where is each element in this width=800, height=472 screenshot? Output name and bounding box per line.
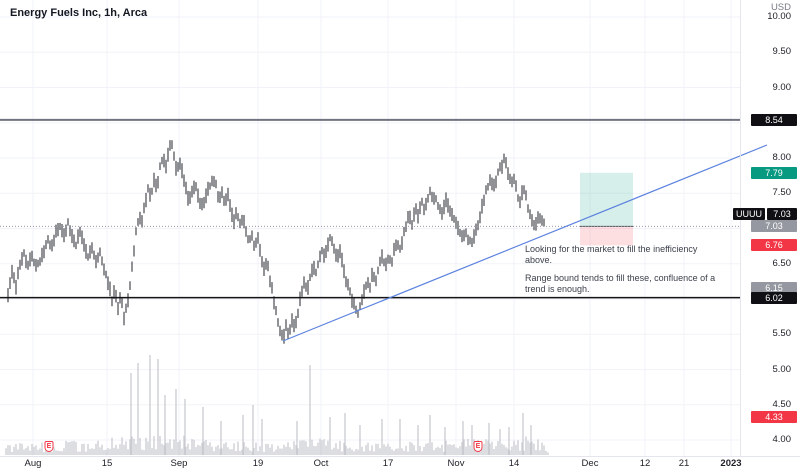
price-tick-label: 8.00 <box>772 152 792 163</box>
symbol-title: Energy Fuels Inc, 1h, Arca <box>10 7 148 19</box>
price-tick-label: 6.50 <box>772 258 792 269</box>
currency-unit-label: USD <box>770 2 791 13</box>
horizontal-gridlines <box>0 16 740 441</box>
price-badge[interactable]: 6.76 <box>751 239 797 251</box>
annotation-note[interactable]: Looking for the market to fill the ineff… <box>525 244 715 295</box>
price-tick-label: 9.00 <box>772 82 792 93</box>
annotation-line: Looking for the market to fill the ineff… <box>525 244 698 254</box>
annotation-line: trend is enough. <box>525 284 590 294</box>
price-tick-label: 4.50 <box>772 399 792 410</box>
time-tick-label: Sep <box>170 458 188 469</box>
time-tick-label: 14 <box>508 458 520 469</box>
price-badge[interactable]: 7.79 <box>751 167 797 179</box>
time-tick-label: 19 <box>252 458 264 469</box>
price-tick-label: 5.00 <box>772 364 792 375</box>
price-axis-separator <box>740 0 741 456</box>
position-profit-zone[interactable] <box>580 172 633 227</box>
position-loss-zone[interactable] <box>580 226 633 246</box>
time-axis-separator <box>0 456 800 457</box>
ticker-badge: UUUU <box>733 208 765 220</box>
time-tick-label: 17 <box>382 458 394 469</box>
time-tick-label: Dec <box>581 458 599 469</box>
time-tick-label: 12 <box>639 458 651 469</box>
annotation-paragraph-gap <box>525 266 715 273</box>
price-tick-label: 9.50 <box>772 46 792 57</box>
price-tick-label: 5.50 <box>772 328 792 339</box>
earnings-icon[interactable]: E <box>473 441 483 452</box>
price-bars <box>7 140 545 344</box>
time-tick-label: 2023 <box>720 458 742 469</box>
price-badge[interactable]: 6.02 <box>751 292 797 304</box>
price-badge[interactable]: 6.15 <box>751 282 797 294</box>
price-tick-label: 7.50 <box>772 187 792 198</box>
time-tick-label: Aug <box>24 458 42 469</box>
price-badge-value: 7.03 <box>767 208 797 220</box>
time-tick-label: 21 <box>678 458 690 469</box>
earnings-icon[interactable]: E <box>44 441 54 452</box>
annotation-line: Range bound tends to fill these, conflue… <box>525 273 716 283</box>
price-tick-label: 4.00 <box>772 434 792 445</box>
price-badge[interactable]: 7.03 <box>751 220 797 232</box>
trendline[interactable] <box>282 144 768 342</box>
price-badge[interactable]: 4.33 <box>751 411 797 423</box>
time-tick-label: Oct <box>313 458 329 469</box>
time-tick-label: 15 <box>101 458 113 469</box>
price-badge[interactable]: 8.54 <box>751 114 797 126</box>
annotation-line: above. <box>525 255 553 265</box>
ticker-price-badge[interactable]: UUUU 7.03 <box>733 208 797 220</box>
price-tick-label: 10.00 <box>767 11 791 22</box>
time-tick-label: Nov <box>447 458 465 469</box>
